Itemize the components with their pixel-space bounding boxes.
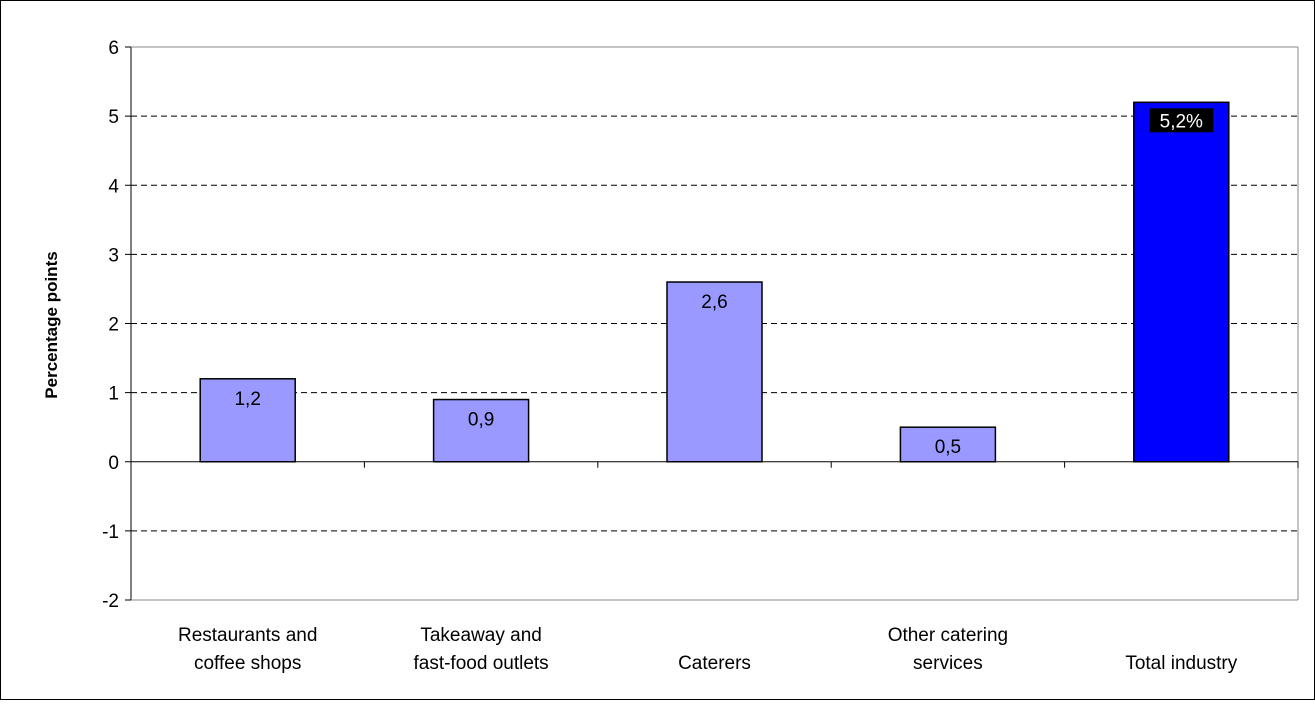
- data-label: 0,9: [468, 410, 494, 431]
- data-label: 1,2: [234, 389, 260, 410]
- y-tick-label: 1: [108, 384, 119, 405]
- tick-labels: -2 -1 0 1 2 3 4 5 6: [102, 38, 119, 612]
- y-tick-label: 4: [108, 176, 119, 197]
- y-axis-title: Percentage points: [42, 251, 61, 398]
- data-label: 0,5: [935, 437, 961, 458]
- y-tick-label: 5: [108, 107, 119, 128]
- category-label: Other catering: [888, 625, 1008, 646]
- bar: [432, 398, 530, 463]
- bar: [899, 426, 997, 463]
- y-tick-label: 3: [108, 245, 119, 266]
- category-label: coffee shops: [194, 653, 301, 674]
- category-label: Restaurants and: [178, 625, 317, 646]
- bar: [1133, 101, 1230, 463]
- data-label: 5,2%: [1160, 111, 1203, 132]
- category-label: Total industry: [1125, 653, 1237, 674]
- data-label: 2,6: [701, 292, 727, 313]
- data-labels: 1,2 0,9 2,6 0,5 5,2%: [234, 108, 1214, 458]
- data-label-background: [1149, 108, 1214, 133]
- y-tick-label: 6: [108, 38, 119, 59]
- bar: [666, 281, 763, 463]
- category-label: fast-food outlets: [413, 653, 548, 674]
- category-label: Caterers: [678, 653, 751, 674]
- bars: [199, 101, 1230, 463]
- category-label: Takeaway and: [420, 625, 541, 646]
- category-label: services: [913, 653, 983, 674]
- y-tick-label: -2: [102, 591, 119, 612]
- y-tick-label: 0: [108, 453, 119, 474]
- category-labels: Restaurants and coffee shops Takeaway and f…: [178, 625, 1238, 674]
- y-tick-label: -1: [102, 522, 119, 543]
- y-tick-label: 2: [108, 315, 119, 336]
- bar: [199, 378, 296, 463]
